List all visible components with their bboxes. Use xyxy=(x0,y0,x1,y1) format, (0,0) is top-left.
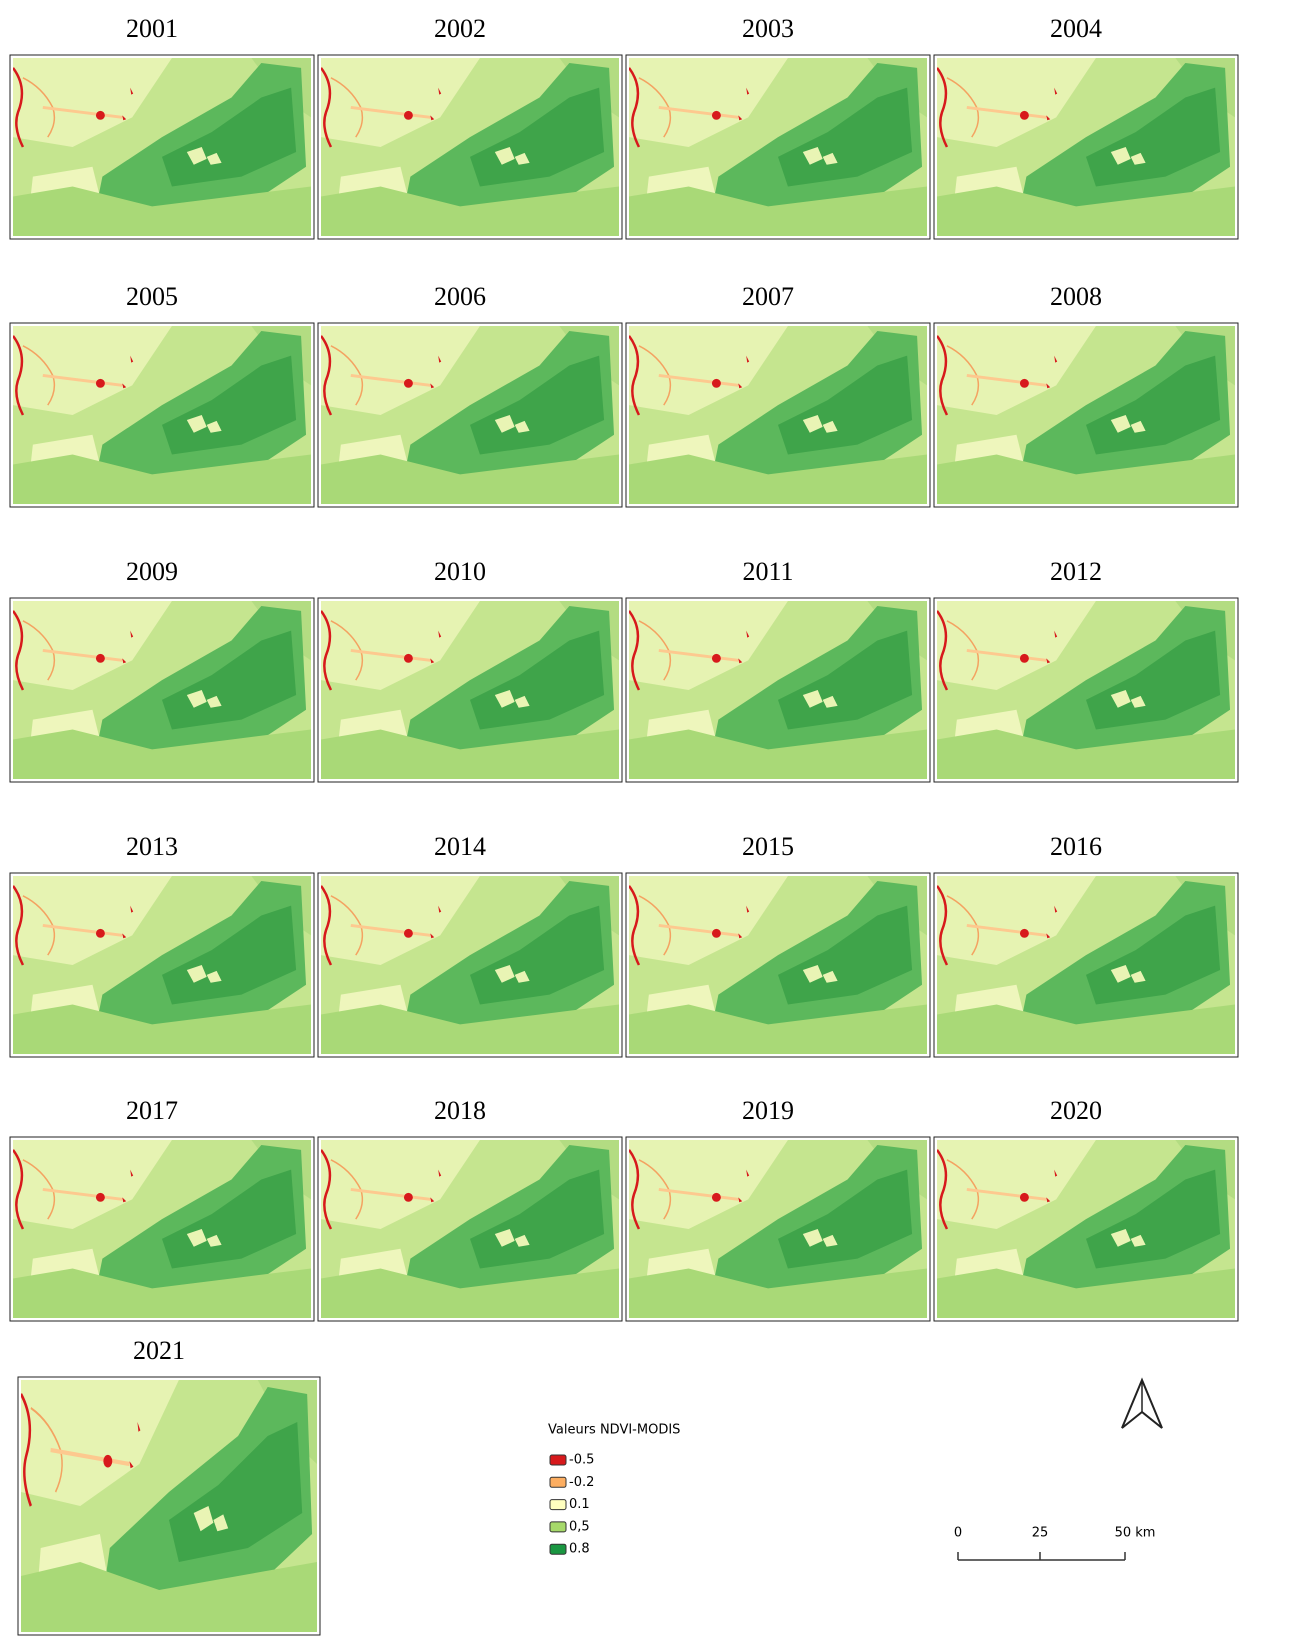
ndvi-map xyxy=(21,1380,317,1632)
year-label: 2015 xyxy=(742,832,794,861)
year-label: 2019 xyxy=(742,1096,794,1125)
year-label: 2013 xyxy=(126,832,178,861)
ndvi-map xyxy=(321,876,619,1054)
year-label: 2001 xyxy=(126,14,178,43)
ndvi-map xyxy=(321,326,619,504)
legend-swatch xyxy=(550,1500,566,1510)
year-label: 2010 xyxy=(434,557,486,586)
year-label: 2016 xyxy=(1050,832,1102,861)
legend-swatch xyxy=(550,1455,566,1465)
ndvi-map xyxy=(321,58,619,236)
ndvi-map xyxy=(13,876,311,1054)
map-panel: 2007 xyxy=(626,282,930,507)
map-panel: 2010 xyxy=(318,557,622,782)
scale-labels: 0 25 50 km xyxy=(954,1526,1156,1541)
year-label: 2017 xyxy=(126,1096,178,1125)
map-panel: 2016 xyxy=(934,832,1238,1057)
map-panel: 2006 xyxy=(318,282,622,507)
ndvi-map xyxy=(321,601,619,779)
map-panel: 2008 xyxy=(934,282,1238,507)
ndvi-map xyxy=(937,1140,1235,1318)
ndvi-map xyxy=(13,1140,311,1318)
year-label: 2008 xyxy=(1050,282,1102,311)
map-panel: 2015 xyxy=(626,832,930,1057)
year-label: 2014 xyxy=(434,832,486,861)
ndvi-map xyxy=(937,326,1235,504)
year-label: 2006 xyxy=(434,282,486,311)
ndvi-map xyxy=(13,326,311,504)
ndvi-map xyxy=(629,326,927,504)
ndvi-map xyxy=(321,1140,619,1318)
ndvi-map xyxy=(629,876,927,1054)
legend-swatch xyxy=(550,1544,566,1554)
ndvi-map xyxy=(937,876,1235,1054)
map-panel: 2003 xyxy=(626,14,930,239)
map-panel: 2002 xyxy=(318,14,622,239)
year-label: 2011 xyxy=(742,557,793,586)
map-panel: 2012 xyxy=(934,557,1238,782)
map-panel: 2013 xyxy=(10,832,314,1057)
legend-swatch xyxy=(550,1522,566,1532)
map-panel: 2011 xyxy=(626,557,930,782)
legend-label: -0.5 xyxy=(569,1453,594,1468)
legend-label: -0.2 xyxy=(569,1475,594,1490)
ndvi-map xyxy=(629,58,927,236)
legend-swatch xyxy=(550,1477,566,1487)
legend-title: Valeurs NDVI-MODIS xyxy=(548,1423,680,1438)
year-label: 2005 xyxy=(126,282,178,311)
ndvi-map xyxy=(13,58,311,236)
map-panel: 2020 xyxy=(934,1096,1238,1321)
map-panel: 2009 xyxy=(10,557,314,782)
ndvi-map xyxy=(13,601,311,779)
legend: -0.5 -0.2 0.1 0,5 0.8 xyxy=(550,1453,594,1557)
legend-label: 0.1 xyxy=(569,1497,590,1512)
map-panel: 2017 xyxy=(10,1096,314,1321)
map-panel: 2005 xyxy=(10,282,314,507)
scale-label: 25 xyxy=(1032,1526,1049,1541)
ndvi-map xyxy=(937,58,1235,236)
map-panel: 2019 xyxy=(626,1096,930,1321)
map-panel: 2021 xyxy=(18,1336,320,1635)
year-label: 2004 xyxy=(1050,14,1102,43)
legend-label: 0.8 xyxy=(569,1542,590,1557)
figure: 2001 2002 2003 2004 2005 2006 2007 2008 2009 2010… xyxy=(0,0,1293,1638)
year-label: 2020 xyxy=(1050,1096,1102,1125)
ndvi-map xyxy=(937,601,1235,779)
year-label: 2007 xyxy=(742,282,794,311)
ndvi-map xyxy=(629,601,927,779)
scale-label: 0 xyxy=(954,1526,962,1541)
year-label: 2003 xyxy=(742,14,794,43)
year-label: 2009 xyxy=(126,557,178,586)
year-label: 2021 xyxy=(133,1336,185,1365)
year-label: 2012 xyxy=(1050,557,1102,586)
map-panel: 2018 xyxy=(318,1096,622,1321)
panels: 2001 2002 2003 2004 2005 2006 2007 2008 2009 2010… xyxy=(10,14,1238,1635)
ndvi-map xyxy=(629,1140,927,1318)
year-label: 2018 xyxy=(434,1096,486,1125)
map-panel: 2004 xyxy=(934,14,1238,239)
legend-label: 0,5 xyxy=(569,1519,590,1534)
scale-bar xyxy=(958,1552,1125,1560)
scale-label: 50 km xyxy=(1115,1526,1156,1541)
year-label: 2002 xyxy=(434,14,486,43)
map-panel: 2014 xyxy=(318,832,622,1057)
map-panel: 2001 xyxy=(10,14,314,239)
north-arrow xyxy=(1122,1380,1162,1428)
